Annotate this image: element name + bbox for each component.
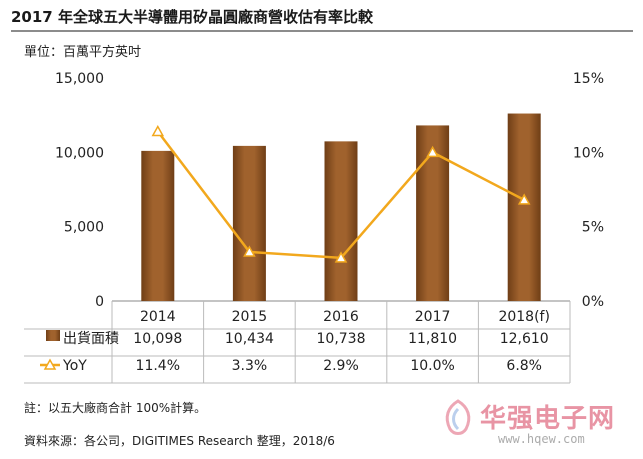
yoy-data-label: 11.4%	[136, 358, 180, 374]
x-tick-label: 2018(f)	[498, 309, 549, 325]
title-divider	[11, 30, 633, 32]
y-tick-label: 10,000	[55, 145, 104, 161]
bar	[141, 150, 175, 301]
source-note: 資料來源：各公司，DIGITIMES Research 整理，2018/6	[24, 434, 335, 448]
y2-tick-label: 15%	[573, 71, 604, 87]
yoy-data-label: 10.0%	[410, 358, 454, 374]
watermark-text: 华强电子网	[480, 404, 616, 434]
x-tick-label: 2015	[232, 309, 268, 325]
y-tick-label: 5,000	[64, 220, 104, 236]
bar-data-label: 10,098	[133, 331, 182, 347]
x-tick-label: 2017	[415, 309, 451, 325]
unit-label: 單位：百萬平方英吋	[24, 45, 142, 60]
bar	[232, 145, 266, 301]
y-tick-label: 0	[95, 294, 104, 310]
x-tick-label: 2014	[140, 309, 176, 325]
yoy-point	[243, 245, 256, 257]
footnote: 註：以五大廠商合計 100%計算。	[24, 401, 207, 415]
bar	[507, 113, 541, 301]
bar-data-label: 11,810	[408, 331, 457, 347]
legend-bar-swatch	[46, 330, 60, 341]
bar-data-label: 12,610	[500, 331, 549, 347]
yoy-data-label: 6.8%	[506, 358, 542, 374]
y-tick-label: 15,000	[55, 71, 104, 87]
x-tick-label: 2016	[323, 309, 359, 325]
watermark-url: www.hqew.com	[498, 432, 585, 446]
yoy-point	[151, 124, 165, 137]
bar	[324, 141, 358, 301]
legend-line-label: YoY	[62, 358, 87, 374]
yoy-point	[426, 145, 439, 158]
y2-tick-label: 5%	[582, 220, 604, 236]
chart-title: 2017 年全球五大半導體用矽晶圓廠商營收估有率比較	[11, 8, 373, 26]
bar-data-label: 10,434	[225, 331, 274, 347]
legend-line-marker	[43, 358, 57, 370]
yoy-point	[517, 193, 531, 205]
yoy-data-label: 3.3%	[232, 358, 268, 374]
yoy-data-label: 2.9%	[323, 358, 359, 374]
legend-bar-label: 出貨面積	[63, 330, 119, 347]
yoy-point	[334, 251, 348, 263]
y2-tick-label: 0%	[582, 294, 604, 310]
watermark-logo-icon	[445, 399, 471, 435]
bar-data-label: 10,738	[317, 331, 366, 347]
y2-tick-label: 10%	[573, 145, 604, 161]
